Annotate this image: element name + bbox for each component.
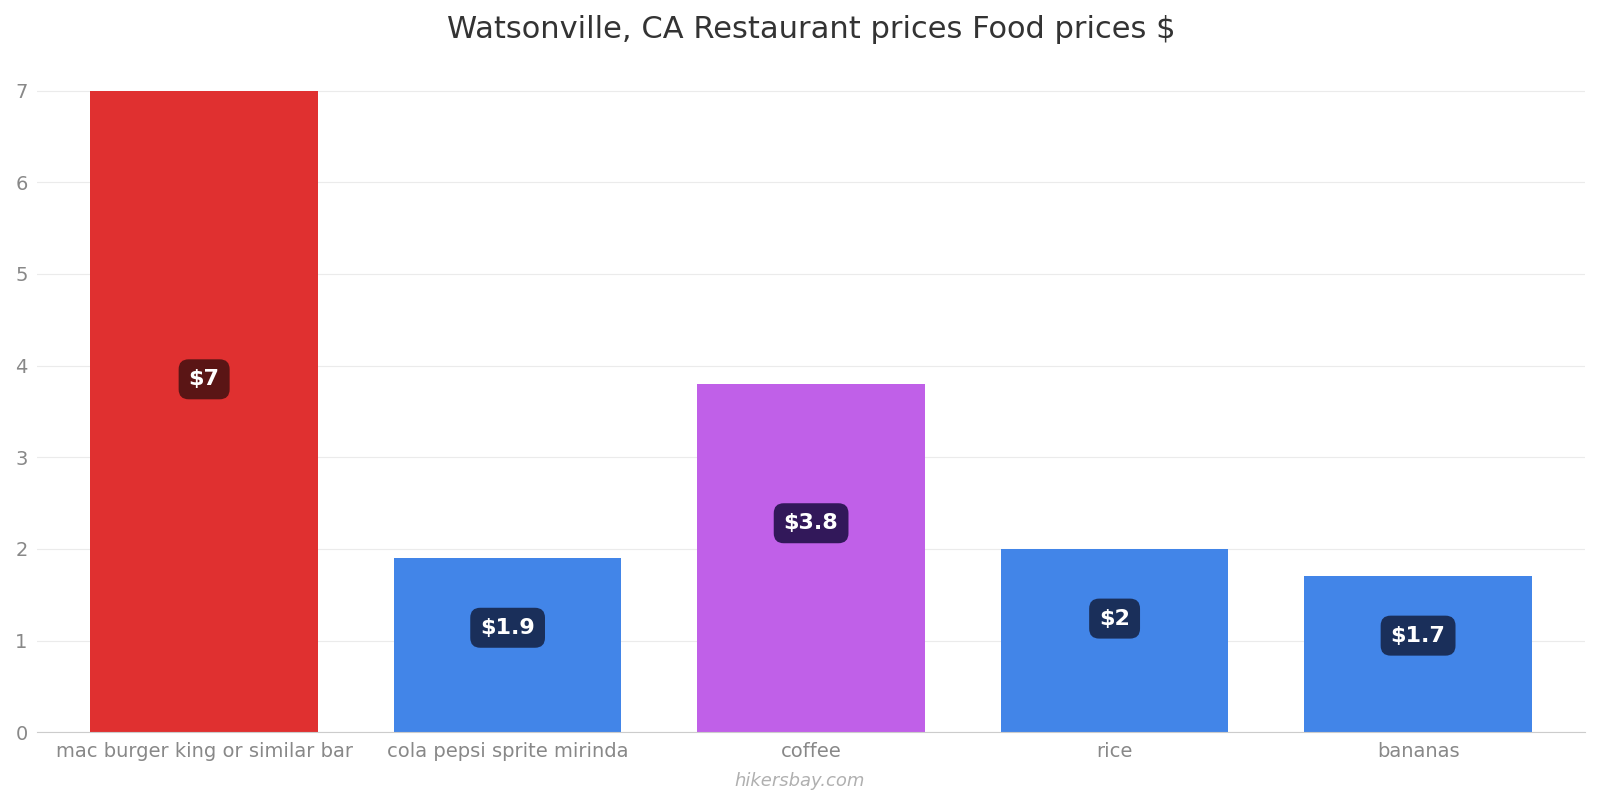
Text: $7: $7 <box>189 370 219 390</box>
Text: hikersbay.com: hikersbay.com <box>734 773 866 790</box>
Bar <box>1304 577 1531 732</box>
Text: $1.7: $1.7 <box>1390 626 1445 646</box>
Bar <box>394 558 621 732</box>
Bar <box>698 384 925 732</box>
Text: $3.8: $3.8 <box>784 514 838 534</box>
Bar <box>90 90 318 732</box>
Text: $1.9: $1.9 <box>480 618 534 638</box>
Title: Watsonville, CA Restaurant prices Food prices $: Watsonville, CA Restaurant prices Food p… <box>446 15 1176 44</box>
Text: $2: $2 <box>1099 609 1130 629</box>
Bar <box>1000 549 1229 732</box>
